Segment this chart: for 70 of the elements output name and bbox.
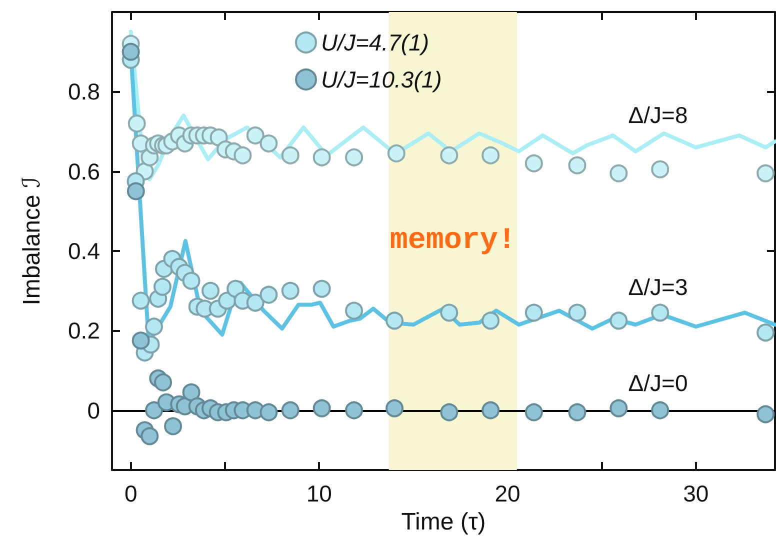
point — [524, 154, 543, 172]
point — [182, 272, 200, 290]
point — [651, 160, 670, 178]
point — [524, 403, 543, 422]
y-tick-label: 0.4 — [68, 238, 100, 264]
point — [651, 304, 670, 322]
point — [153, 278, 172, 296]
point — [260, 286, 278, 304]
point — [281, 146, 300, 164]
point — [386, 399, 404, 418]
point — [281, 282, 300, 300]
y-tick-label: 0.2 — [68, 318, 100, 344]
point — [260, 134, 278, 152]
point — [140, 427, 159, 446]
point — [312, 399, 331, 418]
point — [182, 383, 200, 402]
point — [154, 373, 172, 392]
point — [126, 182, 145, 200]
point — [568, 304, 586, 322]
point — [345, 401, 364, 420]
y-tick-label: 0.8 — [68, 78, 100, 105]
point — [651, 401, 670, 420]
annotation: Δ/J=0 — [628, 370, 688, 396]
point — [122, 42, 140, 61]
point — [568, 403, 586, 422]
annotation: Δ/J=3 — [628, 274, 688, 300]
x-tick-label: 10 — [306, 480, 332, 506]
point — [482, 312, 500, 330]
point — [610, 164, 628, 182]
point — [132, 292, 150, 310]
point — [312, 280, 331, 298]
point — [756, 164, 775, 182]
point — [202, 282, 220, 300]
point — [345, 148, 364, 166]
x-tick-label: 30 — [683, 480, 709, 506]
point — [246, 294, 264, 312]
point — [145, 401, 164, 420]
point — [345, 302, 364, 320]
point — [260, 403, 278, 422]
x-tick-label: 0 — [124, 480, 138, 506]
point — [756, 324, 775, 342]
point — [128, 114, 146, 133]
point — [132, 332, 150, 350]
y-axis-title: Imbalance ℐ — [18, 176, 46, 306]
point — [440, 403, 458, 422]
x-axis-title: Time (τ) — [401, 508, 486, 536]
point — [482, 401, 500, 420]
point — [440, 304, 458, 322]
x-tick-label: 20 — [494, 480, 520, 506]
point — [281, 401, 300, 420]
point — [246, 126, 264, 144]
legend-label: U/J=10.3(1) — [321, 66, 442, 92]
annotation: Δ/J=8 — [628, 102, 688, 128]
point — [568, 156, 586, 174]
point — [482, 146, 500, 164]
point — [756, 405, 775, 424]
y-tick-label: 0.6 — [68, 158, 100, 184]
point — [234, 146, 252, 164]
point — [387, 144, 406, 162]
y-tick-label: 0 — [87, 397, 100, 424]
point — [610, 312, 628, 330]
point — [386, 312, 404, 330]
point — [610, 399, 628, 418]
point — [524, 304, 543, 322]
point — [440, 146, 458, 164]
legend-label: U/J=4.7(1) — [321, 30, 430, 56]
point — [145, 318, 164, 336]
point — [312, 148, 331, 166]
point — [164, 417, 182, 436]
band-label: memory! — [390, 224, 516, 258]
